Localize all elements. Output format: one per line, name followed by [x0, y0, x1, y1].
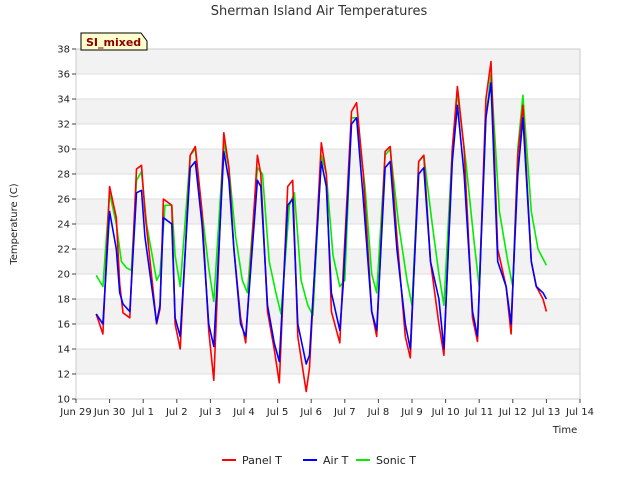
y-tick-label: 36 [57, 70, 70, 81]
x-tick-label: Jul 3 [199, 407, 222, 418]
x-tick-label: Jul 6 [299, 407, 322, 418]
y-tick-label: 14 [57, 345, 70, 356]
y-tick-label: 32 [57, 120, 70, 131]
series-lines [95, 60, 548, 393]
x-tick-label: Jun 29 [59, 407, 92, 418]
x-tick-label: Jul 10 [431, 407, 460, 418]
grid-band [76, 349, 580, 374]
y-tick-label: 38 [57, 45, 70, 56]
x-tick-label: Jul 9 [400, 407, 423, 418]
x-tick-label: Jul 12 [498, 407, 527, 418]
x-tick-label: Jul 2 [165, 407, 188, 418]
x-tick-label: Jul 4 [232, 407, 255, 418]
x-tick-label: Jun 30 [93, 407, 126, 418]
grid-band [76, 49, 580, 74]
y-tick-label: 22 [57, 245, 70, 256]
x-tick-label: Jul 11 [464, 407, 493, 418]
grid-band [76, 74, 580, 99]
legend-label: Panel T [242, 454, 282, 467]
x-tick-label: Jul 5 [266, 407, 289, 418]
legend: Panel T Air T Sonic T [222, 454, 416, 467]
x-tick-label: Jul 14 [565, 407, 594, 418]
x-axis: Jun 29 Jun 30 Jul 1 Jul 2 Jul 3 Jul 4 Jul 5 Jul… [59, 399, 594, 418]
grid-band [76, 299, 580, 324]
x-axis-label: Time [552, 425, 577, 436]
y-tick-label: 28 [57, 170, 70, 181]
y-tick-label: 16 [57, 320, 70, 331]
y-tick-label: 20 [57, 270, 70, 281]
y-tick-label: 26 [57, 195, 70, 206]
series-line-air-t [95, 82, 548, 365]
y-tick-label: 10 [57, 395, 70, 406]
y-tick-label: 30 [57, 145, 70, 156]
y-tick-label: 12 [57, 370, 70, 381]
grid-band [76, 324, 580, 349]
x-tick-label: Jul 8 [367, 407, 390, 418]
x-tick-label: Jul 13 [531, 407, 560, 418]
legend-label: Air T [323, 454, 349, 467]
badge-label: SI_mixed [86, 36, 141, 49]
grid-band [76, 99, 580, 124]
y-tick-label: 18 [57, 295, 70, 306]
y-axis: 10 12 14 16 18 20 22 24 26 28 30 32 34 36 38 [57, 45, 76, 406]
site-badge: SI_mixed [80, 32, 148, 51]
y-tick-label: 24 [57, 220, 70, 231]
x-tick-label: Jul 1 [131, 407, 154, 418]
x-tick-label: Jul 7 [333, 407, 356, 418]
y-axis-label: Temperature (C) [9, 183, 20, 265]
grid-band [76, 374, 580, 399]
y-tick-label: 34 [57, 95, 70, 106]
legend-label: Sonic T [376, 454, 416, 467]
grid-band [76, 124, 580, 149]
chart-title: Sherman Island Air Temperatures [211, 4, 428, 19]
badge-box [80, 32, 148, 51]
grid-band [76, 149, 580, 174]
